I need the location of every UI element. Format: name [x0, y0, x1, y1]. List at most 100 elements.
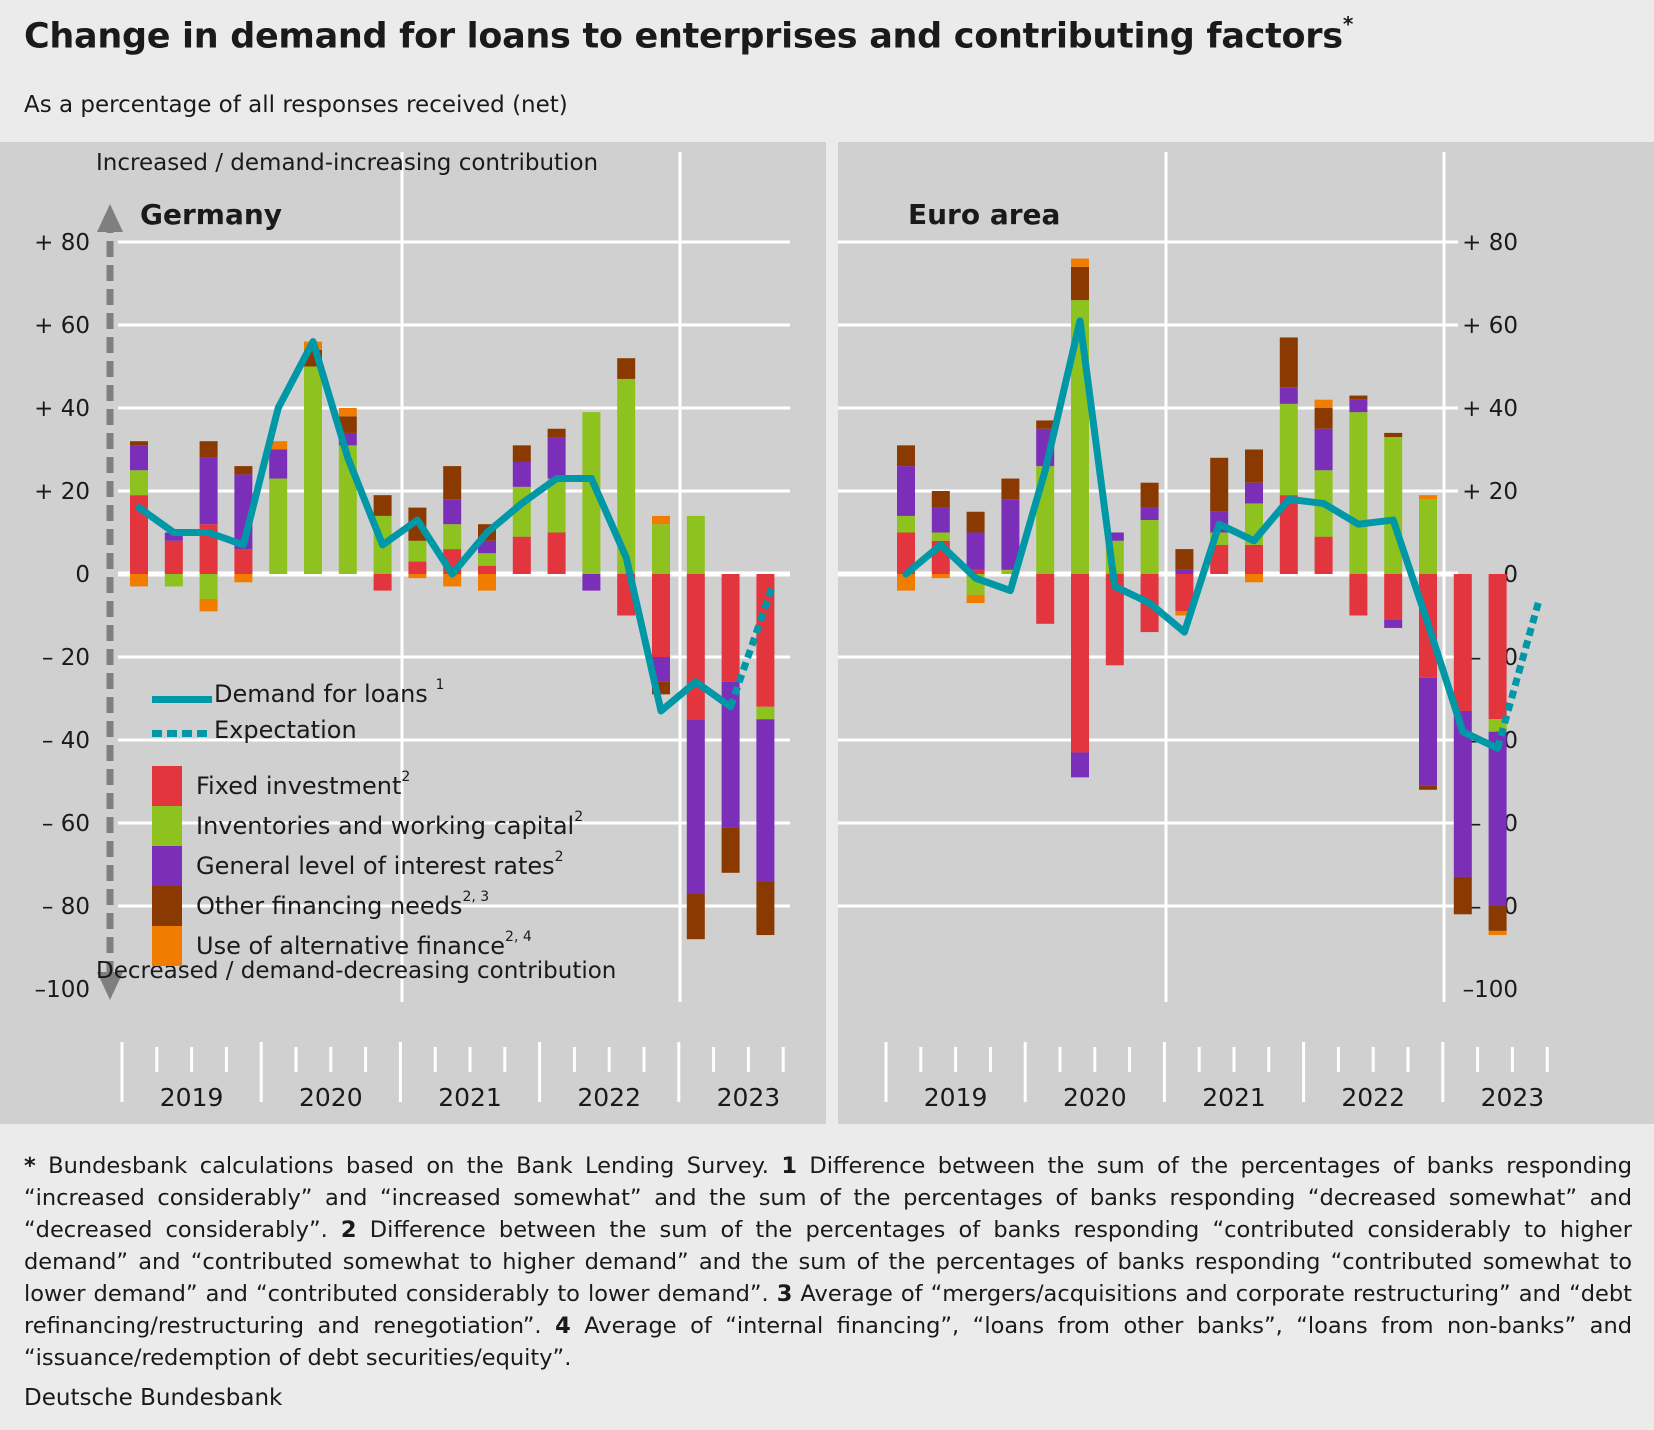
- bar-inventories: [617, 378, 636, 574]
- bar-fixed: [1071, 574, 1089, 753]
- y-tick-label: –100: [1463, 977, 1518, 1003]
- bar-fixed: [373, 574, 392, 591]
- bar-alternative: [897, 574, 915, 591]
- bar-inventories: [1419, 499, 1437, 574]
- bar-interest: [269, 449, 288, 479]
- y-tick-label: + 20: [1462, 479, 1518, 505]
- bar-interest: [512, 461, 531, 487]
- y-tick-label: – 80: [42, 894, 90, 920]
- bar-fixed: [1384, 574, 1403, 620]
- legend-swatch-fixed: [152, 766, 182, 806]
- bar-interest: [443, 499, 462, 525]
- bar-other: [1314, 408, 1333, 429]
- bar-interest: [1349, 399, 1368, 413]
- bar-other: [130, 441, 148, 446]
- bar-alternative: [199, 598, 218, 612]
- bar-fixed: [1105, 574, 1124, 666]
- legend-swatch-other: [152, 886, 182, 926]
- bar-interest: [478, 540, 496, 554]
- bar-interest: [931, 507, 950, 533]
- panel-divider: [0, 134, 1654, 142]
- bar-alternative: [478, 574, 496, 591]
- y-tick-label: – 20: [42, 645, 90, 671]
- legend-line-swatch: [152, 696, 212, 703]
- x-tick-label: 2020: [1063, 1083, 1127, 1112]
- y-tick-label: + 40: [34, 396, 90, 422]
- bar-other: [1001, 478, 1020, 500]
- bar-other: [373, 495, 392, 516]
- bar-other: [1384, 432, 1403, 438]
- y-tick-label: 0: [75, 562, 90, 588]
- bar-fixed: [512, 536, 531, 574]
- bar-fixed: [1036, 574, 1055, 624]
- legend-swatch-interest: [152, 846, 182, 886]
- bar-fixed: [164, 540, 183, 574]
- bar-fixed: [408, 561, 427, 574]
- bar-interest: [686, 719, 705, 894]
- bar-other: [1488, 906, 1507, 931]
- bar-alternative: [931, 574, 950, 579]
- legend-swatch-alternative: [152, 926, 182, 966]
- bar-other: [897, 445, 915, 467]
- bar-inventories: [931, 532, 950, 541]
- bar-interest: [1419, 677, 1437, 786]
- bar-fixed: [966, 569, 985, 574]
- bar-other: [721, 827, 740, 873]
- legend-fixed-label: Fixed investment2: [196, 769, 411, 800]
- bar-interest: [966, 532, 985, 570]
- bar-interest: [897, 466, 915, 516]
- bar-interest: [1140, 507, 1159, 521]
- bar-alternative: [443, 574, 462, 587]
- bar-other: [1036, 420, 1055, 429]
- legend-alternative-label: Use of alternative finance2, 4: [196, 929, 532, 960]
- bar-fixed: [1488, 574, 1507, 720]
- bar-interest: [582, 574, 601, 591]
- bar-alternative: [408, 574, 427, 579]
- bar-alternative: [652, 515, 670, 525]
- bar-interest: [1384, 619, 1403, 628]
- x-tick-label: 2019: [924, 1083, 988, 1112]
- bar-inventories: [897, 515, 915, 533]
- legend-demand-label: Demand for loans 1: [214, 677, 445, 708]
- bar-alternative: [1314, 399, 1333, 408]
- bar-alternative: [130, 574, 148, 587]
- y-tick-label: + 20: [34, 479, 90, 505]
- y-tick-label: + 60: [34, 313, 90, 339]
- bar-alternative: [338, 408, 357, 417]
- bar-other: [1419, 785, 1437, 790]
- bar-fixed: [1453, 574, 1472, 711]
- y-tick-label: + 40: [1462, 396, 1518, 422]
- arrow-down-icon: [97, 972, 123, 1000]
- legend-interest-label: General level of interest rates2: [196, 849, 564, 880]
- x-tick-label: 2021: [1202, 1083, 1266, 1112]
- bar-other: [1140, 482, 1159, 508]
- bar-inventories: [1001, 569, 1020, 574]
- germany-panel-title: Germany: [140, 198, 283, 231]
- bar-fixed: [721, 574, 740, 682]
- chart-title: Change in demand for loans to enterprise…: [24, 12, 1353, 57]
- x-tick-label: 2022: [1341, 1083, 1405, 1112]
- bar-other: [686, 893, 705, 940]
- bar-other: [756, 881, 775, 936]
- bar-interest: [164, 532, 183, 541]
- bar-fixed: [686, 574, 705, 720]
- y-tick-label: + 80: [34, 230, 90, 256]
- bar-inventories: [408, 540, 427, 562]
- euro-area-panel-title: Euro area: [908, 198, 1061, 231]
- bar-fixed: [1279, 495, 1298, 574]
- axis-top-label: Increased / demand-increasing contributi…: [96, 150, 599, 176]
- bar-other: [443, 466, 462, 500]
- bar-other: [1279, 337, 1298, 388]
- expectation-line: [727, 585, 776, 708]
- bar-interest: [1488, 731, 1507, 906]
- bar-alternative: [1175, 611, 1194, 616]
- bar-inventories: [582, 412, 601, 574]
- bar-fixed: [1175, 574, 1194, 612]
- bar-other: [1210, 457, 1229, 512]
- bar-interest: [547, 437, 566, 479]
- bar-inventories: [756, 706, 775, 720]
- bar-inventories: [1349, 412, 1368, 574]
- bar-alternative: [1245, 574, 1263, 583]
- bar-other: [1453, 876, 1472, 915]
- bar-fixed: [547, 532, 566, 574]
